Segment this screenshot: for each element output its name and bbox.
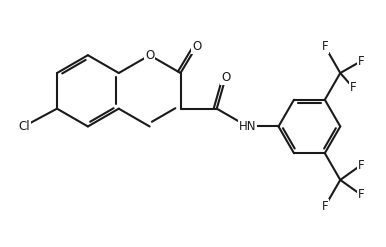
Text: HN: HN — [239, 120, 256, 133]
Text: Cl: Cl — [18, 120, 30, 133]
Text: F: F — [358, 188, 364, 201]
Text: F: F — [322, 40, 328, 53]
Text: O: O — [221, 71, 230, 84]
Text: F: F — [358, 159, 364, 172]
Text: F: F — [322, 200, 328, 213]
Text: O: O — [145, 49, 154, 62]
Text: F: F — [350, 81, 357, 94]
Text: F: F — [358, 55, 364, 68]
Text: O: O — [192, 40, 201, 53]
